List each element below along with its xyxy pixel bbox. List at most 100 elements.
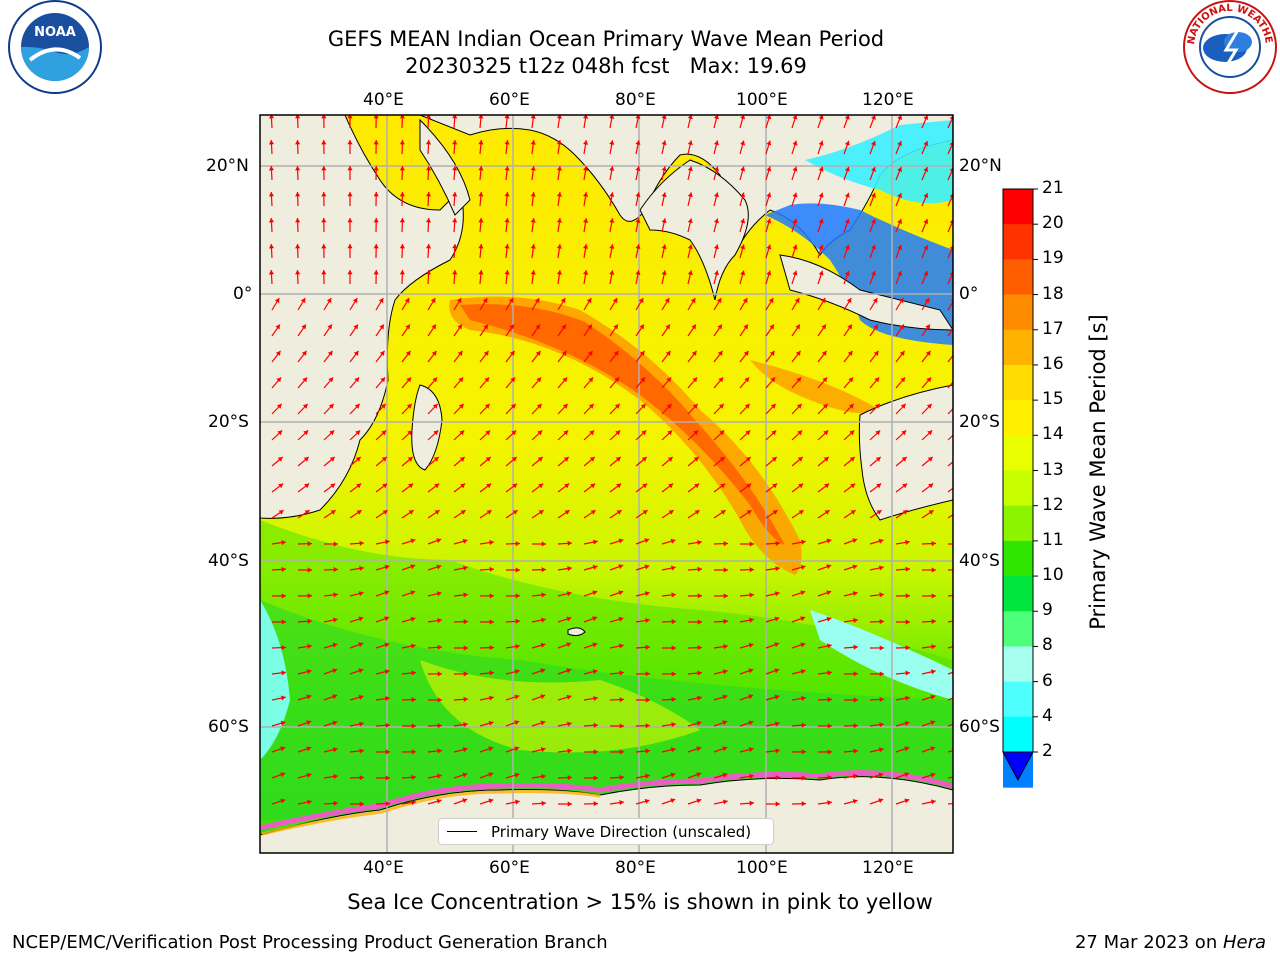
wave-arrow-head xyxy=(847,324,852,330)
wave-arrow xyxy=(947,327,953,337)
wave-arrow-head xyxy=(425,140,432,145)
wave-arrow-head xyxy=(844,166,850,172)
wave-arrow-head xyxy=(619,643,624,649)
wave-arrow-head xyxy=(640,403,646,409)
wave-arrow-head xyxy=(691,324,696,330)
wave-arrow-head xyxy=(399,270,405,275)
wave-arrow-head xyxy=(359,540,364,546)
wave-arrow-head xyxy=(954,457,959,462)
wave-arrow-head xyxy=(326,298,332,304)
yellow-pocket xyxy=(420,660,700,753)
wave-arrow-head xyxy=(931,567,936,573)
wave-arrow-head xyxy=(488,798,494,804)
wave-arrow-head xyxy=(563,430,569,436)
wave-arrow-head xyxy=(478,115,484,119)
wave-arrow-head xyxy=(566,694,572,700)
wave-arrow-head xyxy=(399,115,405,119)
wave-arrow-head xyxy=(436,538,442,544)
wave-arrow-head xyxy=(719,456,725,462)
wave-arrow-head xyxy=(905,566,910,572)
wave-arrow-head xyxy=(332,642,338,648)
wave-arrow-head xyxy=(485,430,491,436)
wave-arrow-head xyxy=(926,377,932,383)
wave-arrow-head xyxy=(407,430,413,436)
wave-arrow-head xyxy=(635,192,641,197)
wave-arrow-head xyxy=(587,324,592,330)
wave-arrow-head xyxy=(642,510,648,515)
wave-arrow-head xyxy=(535,324,540,330)
wave-arrow-head xyxy=(530,218,536,223)
wave-arrow-head xyxy=(661,270,667,276)
wave-arrow xyxy=(947,671,953,675)
wave-arrow-head xyxy=(485,456,491,462)
wave-arrow-head xyxy=(687,140,693,146)
wave-arrow-head xyxy=(766,166,772,172)
wave-arrow-head xyxy=(530,115,536,119)
wave-arrow-head xyxy=(540,720,546,726)
lon-label-bottom-40e: 40°E xyxy=(363,858,404,878)
wave-arrow-head xyxy=(462,798,468,804)
wave-arrow-head xyxy=(509,350,515,356)
wave-arrow-head xyxy=(457,324,462,330)
wave-arrow-head xyxy=(384,539,390,545)
wave-arrow-head xyxy=(923,245,929,251)
wave-arrow-head xyxy=(281,670,286,676)
wave-arrow-head xyxy=(406,403,412,409)
wave-arrow-head xyxy=(774,694,780,700)
wave-arrow-head xyxy=(276,377,282,383)
wave-arrow-head xyxy=(798,510,804,515)
wave-arrow-head xyxy=(873,350,879,356)
wave-arrow-head xyxy=(373,192,379,197)
wave-arrow-head xyxy=(693,430,699,436)
wave-arrow-head xyxy=(853,773,858,779)
lat-label-left-60s: 60°S xyxy=(208,717,249,737)
high-period-core xyxy=(460,304,785,545)
wave-arrow-head xyxy=(670,798,676,804)
wave-arrow-head xyxy=(644,538,650,544)
wave-arrow-head xyxy=(373,140,379,145)
wave-arrow-head xyxy=(280,695,286,701)
wave-arrow-head xyxy=(589,430,595,436)
wave-arrow-head xyxy=(745,456,751,462)
wave-arrow-head xyxy=(697,619,702,625)
wave-arrow xyxy=(947,802,953,805)
wave-arrow-head xyxy=(295,270,301,275)
wave-arrow-head xyxy=(515,618,520,624)
colorbar-tick-label: 20 xyxy=(1042,213,1064,234)
wave-arrow-head xyxy=(307,593,312,599)
wave-arrow-head xyxy=(538,510,544,515)
wave-arrow-head xyxy=(268,166,275,171)
wave-arrow-head xyxy=(749,617,754,623)
wave-arrow-head xyxy=(567,540,572,546)
wave-arrow-head xyxy=(405,350,411,356)
wave-arrow-head xyxy=(742,298,748,304)
wave-arrow-head xyxy=(583,192,589,197)
colorbar-tick-label: 11 xyxy=(1042,529,1064,550)
wave-arrow-head xyxy=(927,430,933,436)
wave-arrow-head xyxy=(800,564,806,570)
wave-arrow-head xyxy=(748,720,754,726)
wave-arrow-head xyxy=(671,592,676,598)
map-frame xyxy=(259,114,954,854)
wave-arrow-head xyxy=(772,483,778,489)
wave-arrow-head xyxy=(436,798,442,804)
wave-arrow-head xyxy=(949,245,953,250)
wave-arrow-head xyxy=(902,510,908,515)
wave-arrow-head xyxy=(697,670,702,676)
wave-arrow-head xyxy=(511,430,517,436)
wave-arrow-head xyxy=(931,644,936,650)
wave-arrow-head xyxy=(852,798,858,804)
wave-arrow-head xyxy=(615,430,621,436)
wave-arrow-head xyxy=(329,430,335,436)
colorbar-tick-label: 21 xyxy=(1042,178,1064,198)
wave-arrow-head xyxy=(330,510,336,515)
wave-arrow-head xyxy=(958,541,962,546)
lon-label-top-120e: 120°E xyxy=(862,90,914,110)
wave-arrow-head xyxy=(722,772,728,778)
lat-label-right-40s: 40°S xyxy=(959,551,1000,571)
wave-arrow-head xyxy=(512,483,518,489)
wave-arrow-head xyxy=(268,115,275,119)
wave-arrow-head xyxy=(644,798,650,804)
wave-arrow-head xyxy=(562,377,568,383)
wave-arrow-head xyxy=(665,324,670,330)
